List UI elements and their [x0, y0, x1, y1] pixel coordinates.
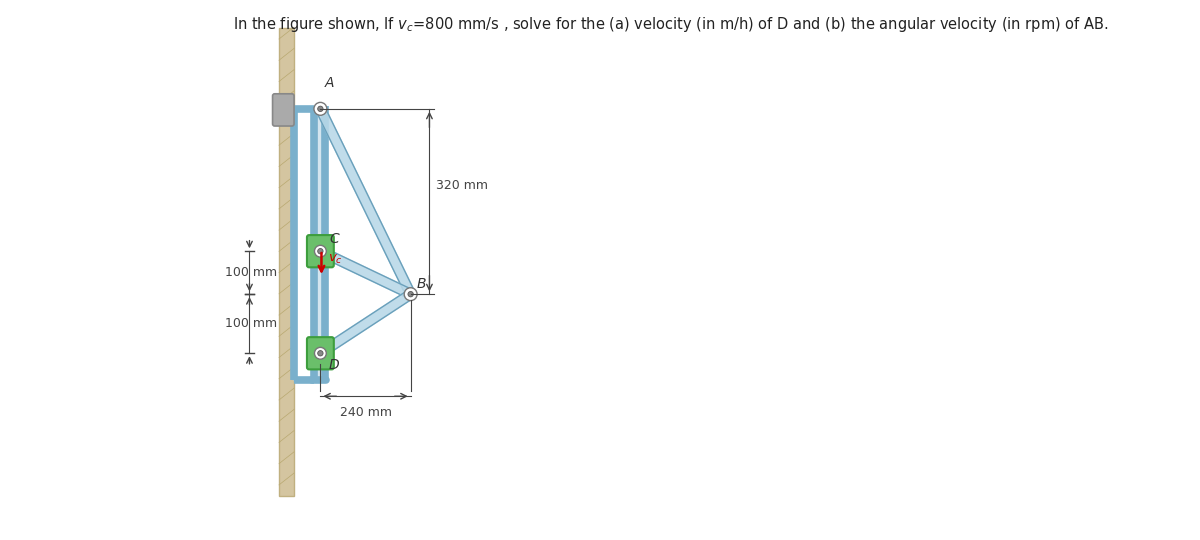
Text: D: D — [329, 357, 340, 372]
Circle shape — [318, 350, 323, 356]
Text: 100 mm: 100 mm — [226, 266, 277, 279]
Circle shape — [404, 288, 418, 301]
Circle shape — [314, 245, 326, 257]
Circle shape — [314, 103, 326, 115]
Circle shape — [314, 347, 326, 359]
Text: $\it{v}_c$: $\it{v}_c$ — [329, 253, 343, 266]
Text: B: B — [418, 278, 426, 292]
Text: C: C — [329, 232, 338, 246]
Circle shape — [318, 106, 323, 112]
Polygon shape — [316, 107, 415, 296]
Polygon shape — [318, 247, 413, 299]
Circle shape — [318, 248, 323, 254]
Bar — [280, 28, 294, 496]
Polygon shape — [318, 290, 413, 357]
FancyBboxPatch shape — [307, 337, 334, 369]
Text: In the figure shown, If $v_c$=800 mm/s , solve for the (a) velocity (in m/h) of : In the figure shown, If $v_c$=800 mm/s ,… — [233, 15, 1109, 34]
FancyBboxPatch shape — [307, 235, 334, 267]
FancyBboxPatch shape — [272, 94, 294, 126]
Text: A: A — [325, 76, 334, 90]
Circle shape — [408, 292, 413, 297]
Text: 240 mm: 240 mm — [340, 406, 391, 419]
Text: 320 mm: 320 mm — [436, 179, 488, 192]
Text: 100 mm: 100 mm — [226, 317, 277, 330]
